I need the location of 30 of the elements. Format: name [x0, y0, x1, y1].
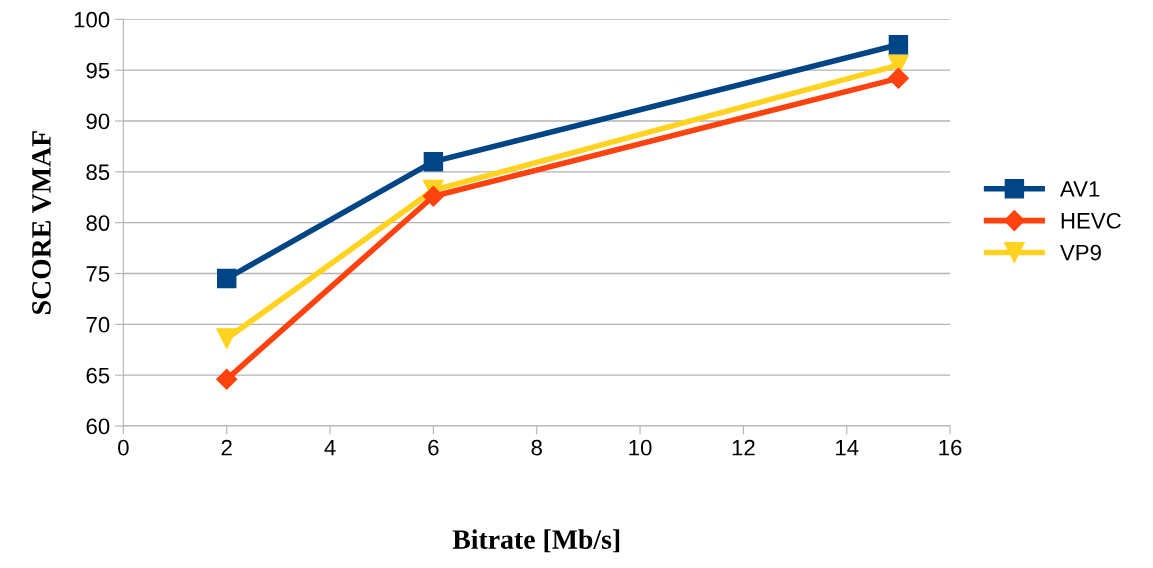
- legend-label: HEVC: [1061, 212, 1121, 229]
- x-tick-label: 2: [221, 439, 232, 456]
- y-tick-label: 65: [86, 367, 110, 384]
- point: [887, 67, 909, 89]
- y-tick-label: 85: [86, 164, 110, 181]
- point: [888, 35, 909, 55]
- y-tick-label: 100: [74, 11, 110, 28]
- y-tick-label: 90: [86, 113, 110, 130]
- y-tick-label: 70: [86, 316, 110, 333]
- point: [216, 328, 238, 349]
- y-tick-label: 80: [86, 215, 110, 231]
- x-tick-label: 4: [324, 440, 336, 456]
- point: [423, 151, 444, 172]
- y-tick-label: 95: [86, 62, 110, 79]
- x-axis-title: Bitrate [Mb/s]: [452, 529, 620, 553]
- x-tick-label: 0: [118, 439, 129, 456]
- y-tick-label: 60: [86, 418, 110, 435]
- x-tick-label: 8: [531, 439, 542, 456]
- point: [216, 368, 238, 390]
- point: [422, 185, 444, 207]
- y-tick-label: 75: [86, 266, 110, 282]
- x-tick-label: 14: [836, 440, 859, 456]
- y-axis-title: SCORE VMAF: [32, 131, 51, 314]
- x-tick-label: 6: [428, 439, 439, 456]
- point: [216, 268, 237, 289]
- legend-label: AV1: [1059, 181, 1100, 197]
- legend-label: VP9: [1060, 244, 1101, 261]
- x-tick-label: 10: [629, 439, 652, 456]
- x-tick-label: 12: [732, 439, 755, 456]
- x-tick-label: 16: [939, 439, 962, 456]
